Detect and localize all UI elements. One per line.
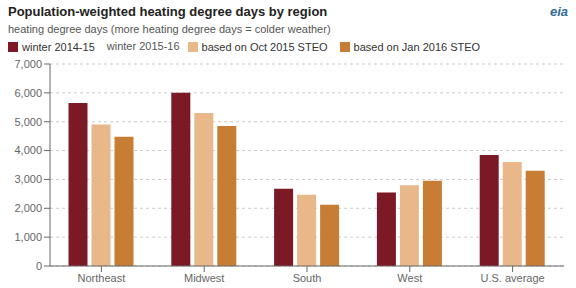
svg-text:U.S. average: U.S. average — [480, 272, 544, 284]
svg-text:3,000: 3,000 — [14, 173, 42, 185]
svg-text:West: West — [397, 272, 422, 284]
svg-text:2,000: 2,000 — [14, 202, 42, 214]
svg-text:7,000: 7,000 — [14, 58, 42, 70]
html-text:based on Jan 2016 STEO: based on Jan 2016 STEO — [353, 41, 481, 54]
html-text:winter 2014-15: winter 2014-15 — [22, 41, 95, 54]
svg-text:6,000: 6,000 — [14, 87, 42, 99]
svg-text:Northeast: Northeast — [78, 272, 126, 284]
html-text:heating degree days (more heat: heating degree days (more heating degree… — [8, 23, 331, 35]
svg-text:4,000: 4,000 — [14, 144, 42, 156]
svg-text:Midwest: Midwest — [184, 272, 224, 284]
svg-text:5,000: 5,000 — [14, 116, 42, 128]
html-text:based on Oct 2015 STEO: based on Oct 2015 STEO — [201, 41, 328, 54]
html-text:eia: eia — [549, 4, 568, 19]
svg-text:1,000: 1,000 — [14, 231, 42, 243]
svg-text:0: 0 — [36, 260, 42, 272]
html-text:winter 2015-16: winter 2015-16 — [106, 40, 180, 52]
html-text:Population-weighted heating de: Population-weighted heating degree days … — [8, 4, 328, 19]
svg-text:South: South — [293, 272, 322, 284]
